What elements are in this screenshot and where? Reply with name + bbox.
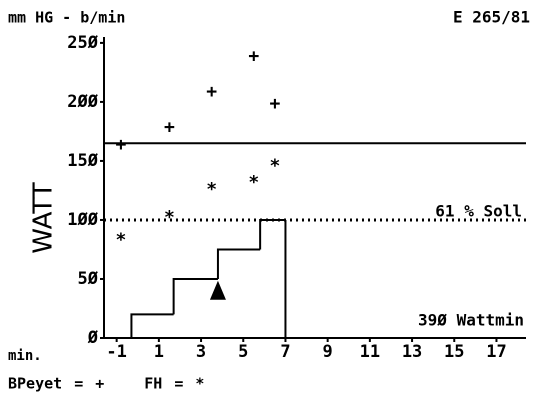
data-point: *	[206, 179, 217, 200]
legend-name: BPeyet	[8, 375, 62, 393]
y-tick-label: 25Ø	[67, 33, 98, 53]
data-point: +	[164, 117, 175, 138]
data-point: *	[248, 172, 259, 193]
triangle-marker	[209, 280, 226, 300]
data-point: *	[164, 207, 175, 228]
x-tick-label: 15	[444, 342, 464, 362]
y-tick-label: 5Ø	[78, 269, 99, 289]
y-tick-label: Ø	[87, 328, 99, 348]
legend-marker: +	[95, 375, 104, 393]
load-step	[216, 248, 261, 279]
legend-name: FH	[144, 375, 162, 393]
y-axis-label: WATT	[29, 182, 59, 253]
y-tick-label: 2ØØ	[67, 92, 98, 112]
x-axis-label: min.	[8, 348, 42, 364]
data-point: +	[115, 135, 126, 156]
x-tick-label: 7	[280, 342, 290, 362]
x-tick-label: -1	[106, 342, 126, 362]
legend-separator: =	[174, 375, 183, 393]
x-tick-label: 11	[360, 342, 380, 362]
legend-marker: *	[195, 375, 204, 393]
chart-subtitle: E 265/81	[453, 8, 530, 27]
data-point: *	[115, 230, 126, 251]
x-tick-label: 1	[154, 342, 164, 362]
load-step	[259, 218, 286, 250]
data-point: +	[269, 93, 280, 114]
y-tick-label: 1ØØ	[67, 210, 98, 230]
x-tick-label: 17	[486, 342, 506, 362]
x-tick-label: 3	[196, 342, 206, 362]
annotation: 39Ø Wattmin	[418, 311, 524, 330]
load-step	[172, 277, 218, 315]
data-point: *	[269, 155, 280, 176]
x-tick-label: 13	[402, 342, 422, 362]
load-step	[130, 313, 174, 338]
data-point: +	[248, 46, 259, 67]
y-tick-label: 15Ø	[67, 151, 98, 171]
data-point: +	[206, 81, 217, 102]
chart-title: mm HG - b/min	[8, 9, 125, 27]
x-tick-label: 9	[323, 342, 333, 362]
x-tick-label: 5	[238, 342, 248, 362]
legend-separator: =	[74, 375, 83, 393]
reference-label: 61 % Soll	[435, 201, 522, 220]
